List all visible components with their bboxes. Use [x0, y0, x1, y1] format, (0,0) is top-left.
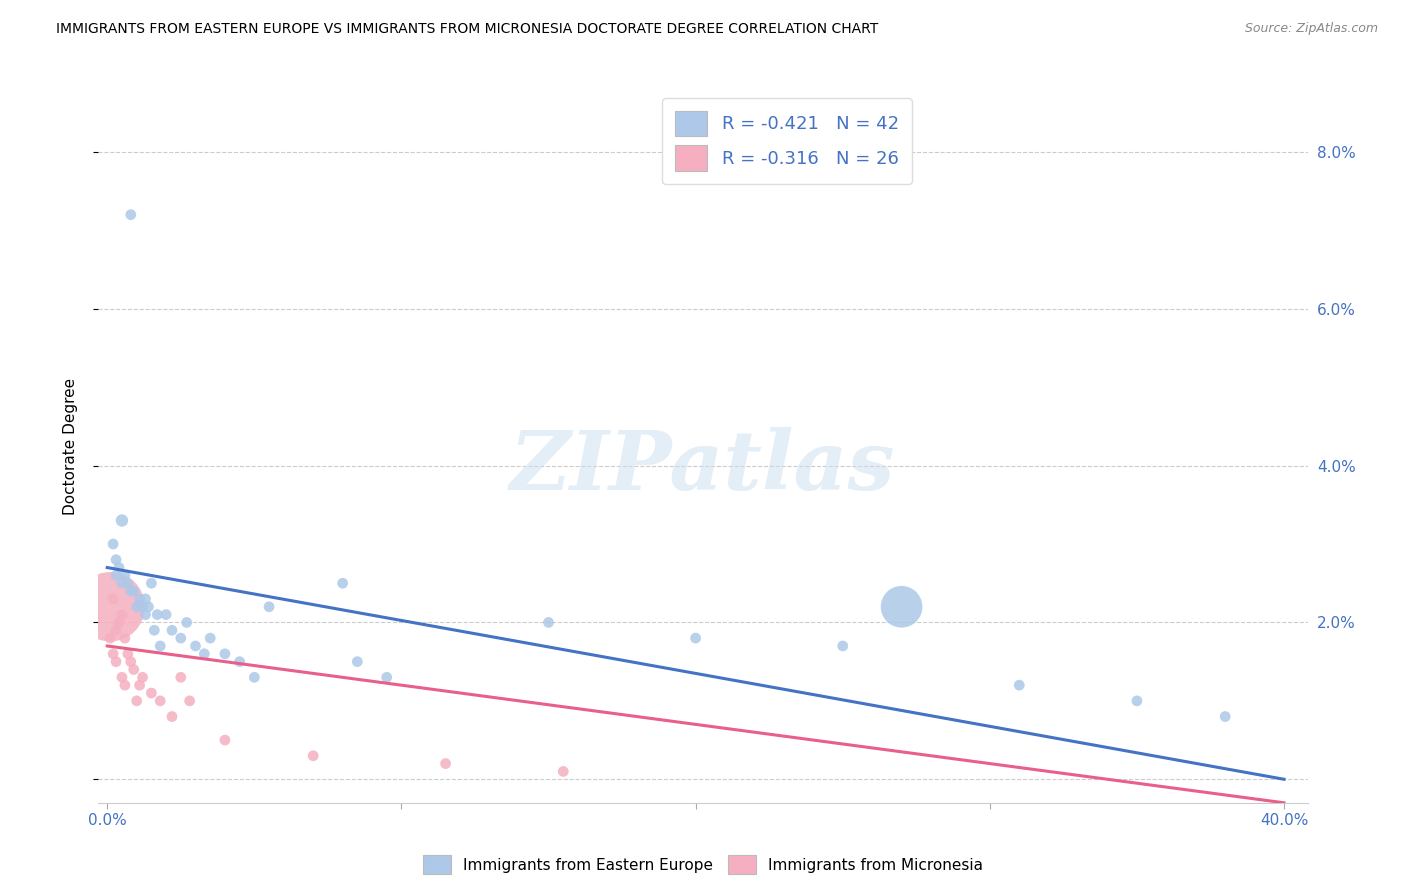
Point [98, 599, 121, 614]
Point [105, 655, 128, 669]
Point [111, 607, 134, 622]
Point [138, 599, 160, 614]
Point [200, 631, 222, 645]
Point [228, 655, 250, 669]
Point [685, 631, 707, 645]
Point [184, 639, 207, 653]
Point [1126, 694, 1149, 708]
Point [375, 670, 398, 684]
Point [176, 615, 198, 630]
Point [120, 584, 142, 599]
Point [105, 624, 128, 638]
Point [214, 733, 236, 747]
Point [170, 670, 193, 684]
Point [134, 607, 156, 622]
Point [120, 208, 142, 222]
Point [553, 764, 575, 779]
Point [131, 599, 153, 614]
Point [101, 591, 124, 606]
Point [149, 694, 172, 708]
Point [302, 748, 325, 763]
Point [128, 591, 150, 606]
Point [108, 615, 131, 630]
Legend: R = -0.421   N = 42, R = -0.316   N = 26: R = -0.421 N = 42, R = -0.316 N = 26 [662, 98, 911, 184]
Point [890, 599, 912, 614]
Point [257, 599, 280, 614]
Legend: Immigrants from Eastern Europe, Immigrants from Micronesia: Immigrants from Eastern Europe, Immigran… [418, 849, 988, 880]
Point [98, 631, 121, 645]
Point [120, 655, 142, 669]
Point [831, 639, 853, 653]
Point [214, 647, 236, 661]
Point [332, 576, 354, 591]
Point [111, 670, 134, 684]
Point [193, 647, 215, 661]
Point [111, 576, 134, 591]
Point [149, 639, 172, 653]
Point [434, 756, 457, 771]
Point [117, 576, 139, 591]
Point [146, 607, 169, 622]
Point [114, 678, 136, 692]
Point [125, 599, 148, 614]
Point [108, 560, 131, 574]
Point [155, 607, 177, 622]
Point [117, 647, 139, 661]
Point [143, 624, 166, 638]
Point [125, 694, 148, 708]
Point [131, 670, 153, 684]
Point [537, 615, 560, 630]
Point [122, 663, 145, 677]
Text: ZIPatlas: ZIPatlas [510, 427, 896, 508]
Point [101, 537, 124, 551]
Point [141, 576, 163, 591]
Point [134, 591, 156, 606]
Point [114, 568, 136, 582]
Point [243, 670, 266, 684]
Point [179, 694, 201, 708]
Point [141, 686, 163, 700]
Point [122, 584, 145, 599]
Point [105, 552, 128, 566]
Point [101, 647, 124, 661]
Point [160, 709, 183, 723]
Point [170, 631, 193, 645]
Text: Source: ZipAtlas.com: Source: ZipAtlas.com [1244, 22, 1378, 36]
Point [1008, 678, 1031, 692]
Text: IMMIGRANTS FROM EASTERN EUROPE VS IMMIGRANTS FROM MICRONESIA DOCTORATE DEGREE CO: IMMIGRANTS FROM EASTERN EUROPE VS IMMIGR… [56, 22, 879, 37]
Point [105, 568, 128, 582]
Point [114, 631, 136, 645]
Point [346, 655, 368, 669]
Point [111, 514, 134, 528]
Point [160, 624, 183, 638]
Point [1213, 709, 1236, 723]
Y-axis label: Doctorate Degree: Doctorate Degree [63, 377, 77, 515]
Point [128, 678, 150, 692]
